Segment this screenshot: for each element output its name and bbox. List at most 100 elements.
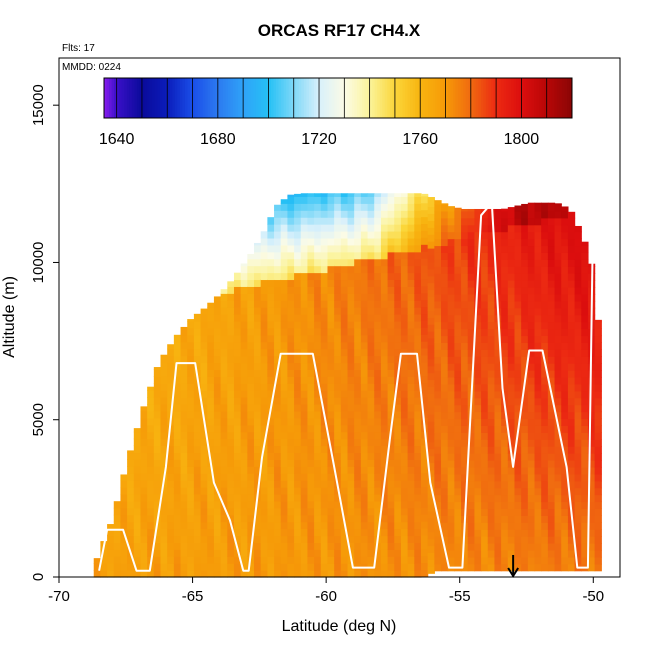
heatmap-cell [294, 341, 302, 350]
heatmap-cell [334, 217, 342, 225]
heatmap-cell [380, 390, 389, 398]
heatmap-cell [380, 307, 389, 315]
heatmap-cell [213, 542, 222, 550]
heatmap-cell [527, 549, 536, 558]
heatmap-cell [567, 536, 576, 544]
heatmap-cell [407, 466, 415, 474]
heatmap-cell [320, 307, 329, 315]
heatmap-cell [507, 563, 516, 572]
heatmap-cell [481, 549, 489, 558]
heatmap-cell [434, 252, 442, 260]
heatmap-cell [254, 417, 262, 426]
heatmap-cell [474, 238, 482, 247]
heatmap-cell [220, 320, 228, 329]
heatmap-cell [240, 410, 248, 419]
heatmap-cell [541, 480, 549, 489]
heatmap-cell [447, 411, 455, 420]
heatmap-cell [400, 521, 409, 530]
heatmap-cell [474, 356, 482, 364]
heatmap-cell [367, 514, 375, 523]
heatmap-cell [481, 453, 489, 461]
heatmap-cell [507, 529, 516, 537]
heatmap-cell [374, 203, 382, 211]
colorbar-swatch [511, 78, 515, 118]
heatmap-cell [267, 383, 275, 391]
heatmap-cell [574, 349, 582, 357]
heatmap-cell [207, 563, 215, 571]
heatmap-cell [454, 335, 462, 343]
heatmap-cell [334, 438, 342, 447]
heatmap-cell [427, 213, 435, 221]
heatmap-cell [534, 515, 542, 523]
heatmap-cell [327, 265, 335, 274]
heatmap-cell [541, 203, 549, 212]
heatmap-cell [501, 376, 509, 385]
heatmap-cell [474, 383, 482, 392]
heatmap-cell [213, 314, 222, 322]
heatmap-cell [240, 570, 248, 578]
heatmap-cell [354, 514, 362, 523]
heatmap-cell [414, 521, 422, 530]
heatmap-cell [541, 370, 549, 378]
heatmap-cell [367, 341, 375, 350]
heatmap-cell [240, 459, 248, 467]
heatmap-cell [354, 279, 362, 287]
heatmap-cell [567, 383, 576, 392]
heatmap-cell [147, 452, 155, 460]
heatmap-cell [267, 376, 275, 384]
heatmap-cell [414, 244, 422, 253]
heatmap-cell [507, 252, 516, 260]
heatmap-cell [494, 224, 502, 233]
heatmap-cell [481, 356, 489, 364]
heatmap-cell [360, 348, 369, 357]
heatmap-cell [367, 376, 375, 384]
heatmap-cell [501, 411, 509, 420]
heatmap-cell [173, 514, 182, 523]
heatmap-cell [307, 279, 315, 287]
heatmap-cell [354, 549, 362, 557]
heatmap-cell [267, 369, 275, 377]
heatmap-cell [387, 383, 395, 391]
heatmap-cell [454, 459, 462, 468]
heatmap-cell [467, 543, 476, 551]
heatmap-cell [360, 397, 369, 405]
heatmap-cell [267, 251, 275, 260]
heatmap-cell [427, 268, 435, 277]
heatmap-cell [360, 493, 369, 502]
heatmap-cell [267, 355, 275, 364]
heatmap-cell [527, 335, 536, 343]
heatmap-cell [474, 515, 482, 523]
heatmap-cell [394, 203, 402, 211]
heatmap-cell [360, 445, 369, 454]
heatmap-cell [474, 432, 482, 440]
heatmap-cell [260, 563, 268, 571]
heatmap-cell [561, 487, 569, 496]
heatmap-cell [407, 355, 415, 364]
heatmap-cell [400, 507, 409, 516]
heatmap-cell [567, 342, 576, 350]
heatmap-cell [280, 563, 289, 571]
heatmap-cell [140, 473, 148, 481]
heatmap-cell [521, 300, 529, 309]
heatmap-cell [467, 556, 476, 565]
heatmap-cell [461, 425, 469, 433]
heatmap-cell [360, 528, 369, 537]
heatmap-cell [547, 307, 556, 316]
heatmap-cell [254, 397, 262, 405]
colorbar-swatch [172, 78, 176, 118]
heatmap-cell [427, 497, 435, 505]
heatmap-cell [193, 480, 202, 488]
heatmap-cell [274, 307, 282, 315]
heatmap-cell [474, 411, 482, 420]
heatmap-cell [467, 245, 476, 253]
heatmap-cell [534, 202, 542, 205]
heatmap-cell [167, 556, 175, 564]
colorbar-swatch [265, 78, 269, 118]
heatmap-cell [594, 432, 602, 440]
heatmap-cell [561, 335, 569, 343]
heatmap-cell [521, 432, 529, 440]
heatmap-cell [120, 474, 128, 481]
heatmap-cell [534, 480, 542, 489]
heatmap-cell [541, 307, 549, 316]
heatmap-cell [434, 529, 442, 537]
